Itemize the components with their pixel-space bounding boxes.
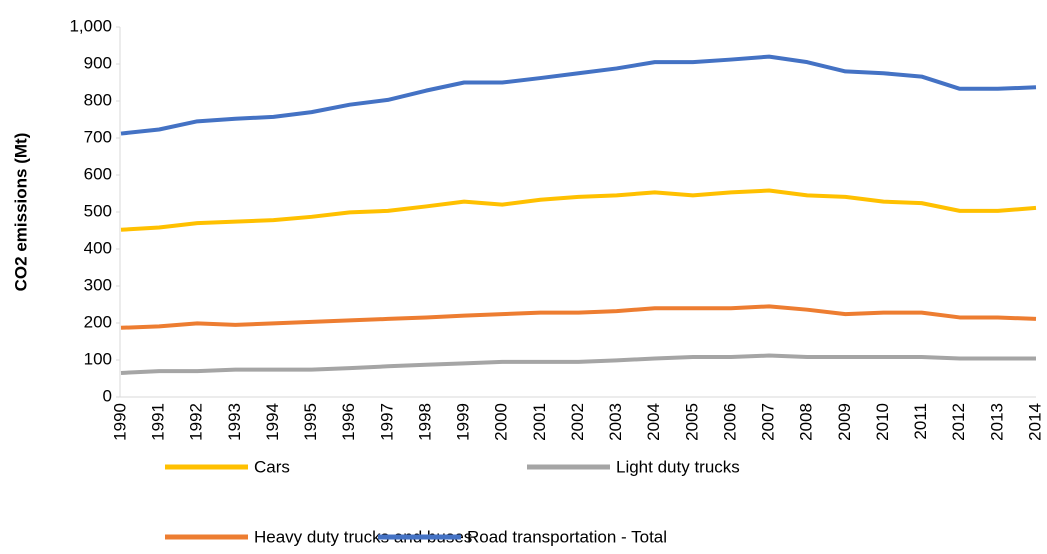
y-tick-label: 300 bbox=[84, 275, 112, 294]
series-line bbox=[120, 188, 1037, 232]
y-tick-label: 500 bbox=[84, 201, 112, 220]
x-tick-label: 2001 bbox=[530, 403, 549, 441]
x-tick-label: 2007 bbox=[759, 403, 778, 441]
x-tick-label: 1994 bbox=[263, 403, 282, 441]
x-tick-label: 2000 bbox=[492, 403, 511, 441]
x-tick-label: 2011 bbox=[911, 403, 930, 440]
x-tick-label: 2006 bbox=[720, 403, 739, 441]
series-line bbox=[120, 54, 1037, 136]
x-tick-label: 2003 bbox=[606, 403, 625, 441]
x-tick-label: 1995 bbox=[301, 403, 320, 441]
y-tick-label: 1,000 bbox=[69, 16, 112, 35]
series-line bbox=[120, 304, 1037, 330]
x-tick-label: 2014 bbox=[1025, 403, 1044, 441]
y-tick-label: 800 bbox=[84, 90, 112, 109]
x-tick-label: 1998 bbox=[415, 403, 434, 441]
x-tick-label: 2010 bbox=[873, 403, 892, 441]
y-tick-label: 900 bbox=[84, 53, 112, 72]
x-tick-label: 1990 bbox=[110, 403, 129, 441]
x-tick-label: 1992 bbox=[187, 403, 206, 441]
series-line bbox=[120, 353, 1036, 375]
legend-label: Road transportation - Total bbox=[467, 527, 667, 546]
x-tick-label: 2004 bbox=[644, 403, 663, 441]
x-tick-label: 1991 bbox=[149, 403, 168, 441]
y-tick-label: 700 bbox=[84, 127, 112, 146]
x-tick-label: 1999 bbox=[454, 403, 473, 441]
y-tick-label: 600 bbox=[84, 164, 112, 183]
x-tick-label: 2013 bbox=[987, 403, 1006, 441]
y-tick-label: 200 bbox=[84, 312, 112, 331]
x-tick-label: 2005 bbox=[682, 403, 701, 441]
x-tick-label: 1993 bbox=[225, 403, 244, 441]
y-tick-label: 0 bbox=[103, 386, 112, 405]
x-tick-label: 2002 bbox=[568, 403, 587, 441]
x-tick-label: 1996 bbox=[339, 403, 358, 441]
legend-label: Heavy duty trucks and buses bbox=[254, 527, 472, 546]
x-tick-label: 2012 bbox=[949, 403, 968, 441]
x-tick-label: 2008 bbox=[797, 403, 816, 441]
y-axis-label: CO2 emissions (Mt) bbox=[11, 133, 30, 292]
legend-label: Light duty trucks bbox=[616, 457, 740, 476]
x-tick-label: 2009 bbox=[835, 403, 854, 441]
y-tick-label: 100 bbox=[84, 349, 112, 368]
x-tick-label: 1997 bbox=[377, 403, 396, 441]
legend-label: Cars bbox=[254, 457, 290, 476]
y-tick-label: 400 bbox=[84, 238, 112, 257]
